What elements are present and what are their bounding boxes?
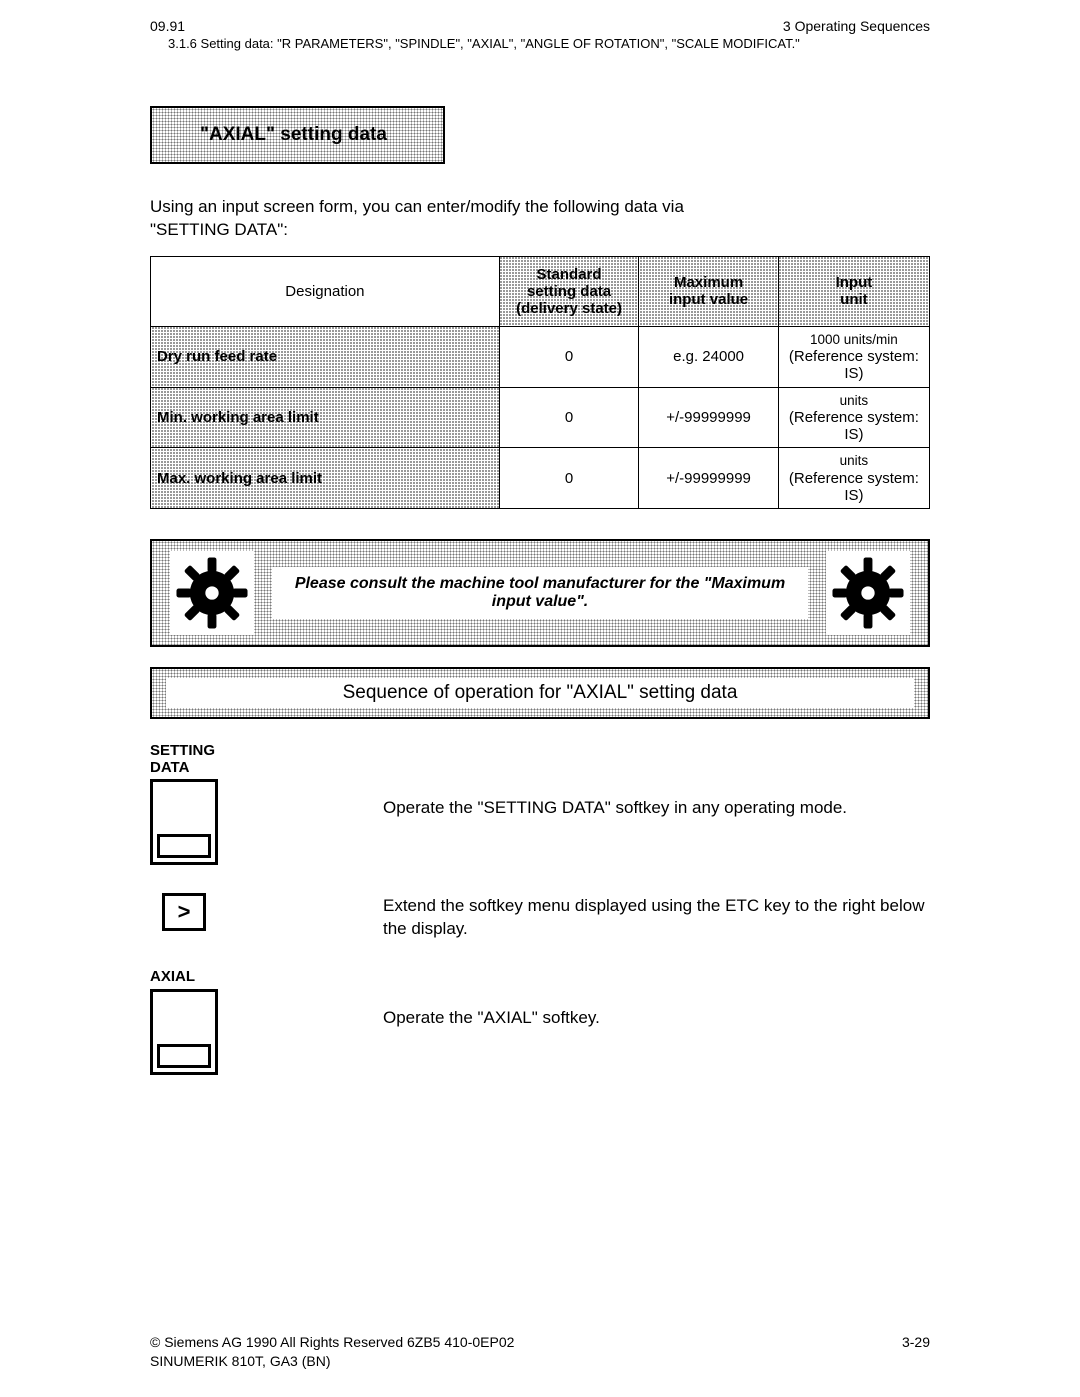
cell-standard: 0 bbox=[499, 326, 639, 387]
cell-maximum: +/-99999999 bbox=[639, 448, 779, 509]
cell-designation: Min. working area limit bbox=[151, 387, 500, 448]
footer-product: SINUMERIK 810T, GA3 (BN) bbox=[150, 1353, 930, 1369]
note-text: Please consult the machine tool manufact… bbox=[272, 567, 808, 619]
header-subsection: 3.1.6 Setting data: "R PARAMETERS", "SPI… bbox=[150, 36, 930, 51]
page-footer: © Siemens AG 1990 All Rights Reserved 6Z… bbox=[150, 1334, 930, 1369]
gear-icon bbox=[826, 551, 910, 635]
cell-maximum: +/-99999999 bbox=[639, 387, 779, 448]
intro-line1: Using an input screen form, you can ente… bbox=[150, 196, 930, 219]
step-text: Operate the "AXIAL" softkey. bbox=[383, 1007, 930, 1030]
cell-unit: units (Reference system: IS) bbox=[778, 387, 929, 448]
softkey-label: SETTINGDATA bbox=[150, 743, 930, 776]
step-3: AXIAL Operate the "AXIAL" softkey. bbox=[150, 969, 930, 1075]
cell-maximum: e.g. 24000 bbox=[639, 326, 779, 387]
footer-copyright: © Siemens AG 1990 All Rights Reserved 6Z… bbox=[150, 1334, 514, 1350]
col-designation: Designation bbox=[151, 256, 500, 326]
operation-steps: SETTINGDATA Operate the "SETTING DATA" s… bbox=[150, 743, 930, 1074]
cell-standard: 0 bbox=[499, 448, 639, 509]
step-1: SETTINGDATA Operate the "SETTING DATA" s… bbox=[150, 743, 930, 865]
sequence-heading: Sequence of operation for "AXIAL" settin… bbox=[166, 678, 914, 708]
manufacturer-note: Please consult the machine tool manufact… bbox=[150, 539, 930, 647]
table-row: Max. working area limit 0 +/-99999999 un… bbox=[151, 448, 930, 509]
table-row: Dry run feed rate 0 e.g. 24000 1000 unit… bbox=[151, 326, 930, 387]
settings-table: Designation Standardsetting data(deliver… bbox=[150, 256, 930, 509]
col-unit: Inputunit bbox=[778, 256, 929, 326]
table-row: Min. working area limit 0 +/-99999999 un… bbox=[151, 387, 930, 448]
page-header: 09.91 3 Operating Sequences bbox=[150, 18, 930, 34]
col-maximum: Maximuminput value bbox=[639, 256, 779, 326]
intro-text: Using an input screen form, you can ente… bbox=[150, 196, 930, 242]
step-text: Extend the softkey menu displayed using … bbox=[383, 895, 930, 941]
table-header-row: Designation Standardsetting data(deliver… bbox=[151, 256, 930, 326]
col-standard: Standardsetting data(delivery state) bbox=[499, 256, 639, 326]
cell-designation: Max. working area limit bbox=[151, 448, 500, 509]
softkey-label: AXIAL bbox=[150, 969, 930, 986]
sequence-heading-band: Sequence of operation for "AXIAL" settin… bbox=[150, 667, 930, 719]
section-title-box: "AXIAL" setting data bbox=[150, 106, 445, 164]
header-left: 09.91 bbox=[150, 18, 185, 34]
step-text: Operate the "SETTING DATA" softkey in an… bbox=[383, 797, 930, 820]
cell-unit: units (Reference system: IS) bbox=[778, 448, 929, 509]
step-2: > Extend the softkey menu displayed usin… bbox=[150, 893, 930, 941]
intro-line2: "SETTING DATA": bbox=[150, 219, 930, 242]
cell-standard: 0 bbox=[499, 387, 639, 448]
section-title: "AXIAL" setting data bbox=[200, 124, 387, 146]
page-number: 3-29 bbox=[902, 1334, 930, 1350]
cell-unit: 1000 units/min (Reference system: IS) bbox=[778, 326, 929, 387]
cell-designation: Dry run feed rate bbox=[151, 326, 500, 387]
etc-key-icon: > bbox=[162, 893, 206, 931]
gear-icon bbox=[170, 551, 254, 635]
header-right: 3 Operating Sequences bbox=[783, 18, 930, 34]
softkey-icon bbox=[150, 989, 218, 1075]
softkey-icon bbox=[150, 779, 218, 865]
